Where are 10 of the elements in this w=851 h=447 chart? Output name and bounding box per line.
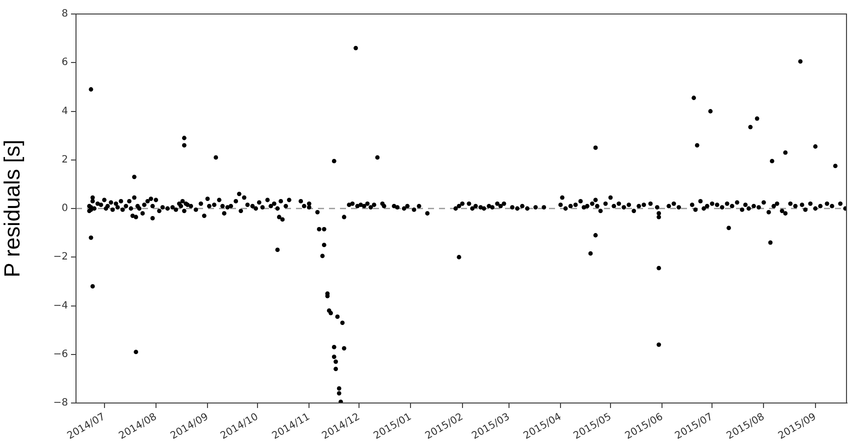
y-tick-label: 4 xyxy=(62,106,68,117)
y-tick-label: −4 xyxy=(53,300,68,312)
y-tick-label: −8 xyxy=(53,398,68,409)
y-tick-label: 8 xyxy=(62,8,68,20)
y-tick-label: 6 xyxy=(62,57,68,68)
y-tick-label: −6 xyxy=(53,348,68,360)
y-axis-title: P residuals [s] xyxy=(0,140,24,278)
y-tick-label: 2 xyxy=(62,154,68,166)
y-tick-label: −2 xyxy=(53,252,68,263)
y-tick-label: 0 xyxy=(62,203,68,214)
